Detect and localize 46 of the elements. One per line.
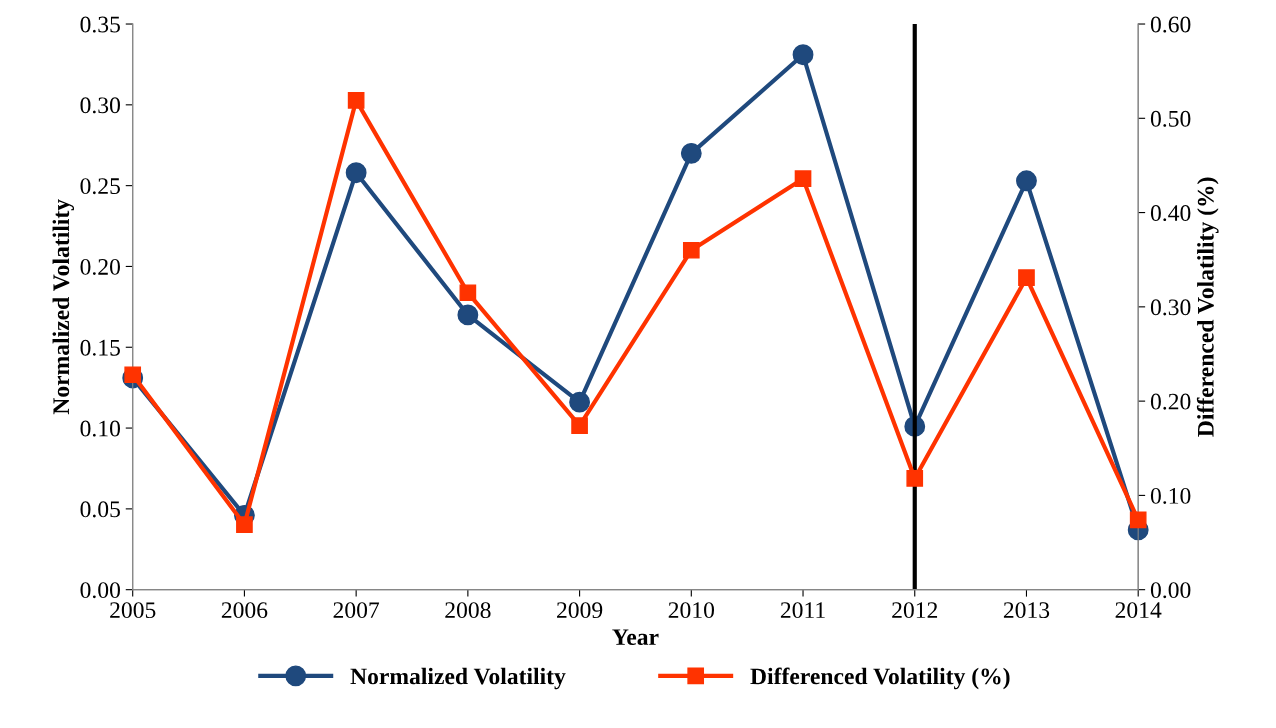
- x-tick-label: 2012: [892, 602, 938, 619]
- x-tick-label: 2007: [333, 602, 380, 619]
- x-tick-label: 2009: [557, 602, 603, 619]
- x-tick-label: 2005: [110, 602, 156, 619]
- y-tick-label: 0.00: [80, 582, 120, 599]
- x-tick-label: 2011: [780, 602, 825, 619]
- y2-axis-title: Differenced Volatility (%): [1196, 177, 1219, 437]
- y-tick-label: 0.25: [80, 178, 120, 195]
- point: [1016, 170, 1037, 192]
- point: [680, 142, 702, 164]
- point: [682, 241, 700, 259]
- y2-tick-label: 0.30: [1150, 299, 1191, 316]
- point: [792, 44, 814, 66]
- y2-tick-label: 0.20: [1150, 393, 1191, 410]
- point: [1018, 269, 1035, 286]
- point: [1129, 511, 1147, 529]
- y2-tick-label: 0.60: [1150, 16, 1191, 33]
- y2-tick-label: 0.00: [1150, 582, 1191, 599]
- y-tick-label: 0.10: [80, 420, 120, 437]
- y-axis-title: Normalized Volatility: [52, 199, 75, 415]
- legend-label: Normalized Volatility: [350, 667, 566, 690]
- x-axis-title: Year: [612, 629, 659, 646]
- point: [459, 284, 477, 302]
- y2-tick-label: 0.50: [1150, 110, 1191, 127]
- y-tick-label: 0.15: [80, 339, 120, 356]
- point: [236, 516, 253, 533]
- point: [794, 170, 812, 187]
- point: [345, 162, 367, 184]
- legend-label: Differenced Volatility (%): [750, 667, 1010, 690]
- x-tick-label: 2006: [221, 602, 268, 619]
- point: [347, 92, 365, 109]
- x-tick-label: 2010: [668, 602, 715, 619]
- x-tick-label: 2014: [1115, 602, 1162, 619]
- y2-tick-label: 0.10: [1150, 487, 1191, 504]
- x-tick-label: 2008: [445, 602, 491, 619]
- x-tick-label: 2013: [1003, 602, 1050, 619]
- point: [571, 417, 588, 434]
- point: [906, 470, 924, 487]
- y-tick-label: 0.20: [80, 258, 120, 275]
- y2-tick-label: 0.40: [1150, 205, 1191, 222]
- point: [124, 366, 142, 384]
- point: [457, 304, 479, 326]
- point: [569, 391, 591, 413]
- y-tick-label: 0.30: [80, 97, 120, 114]
- y-tick-label: 0.05: [80, 501, 120, 518]
- y-tick-label: 0.35: [80, 16, 120, 33]
